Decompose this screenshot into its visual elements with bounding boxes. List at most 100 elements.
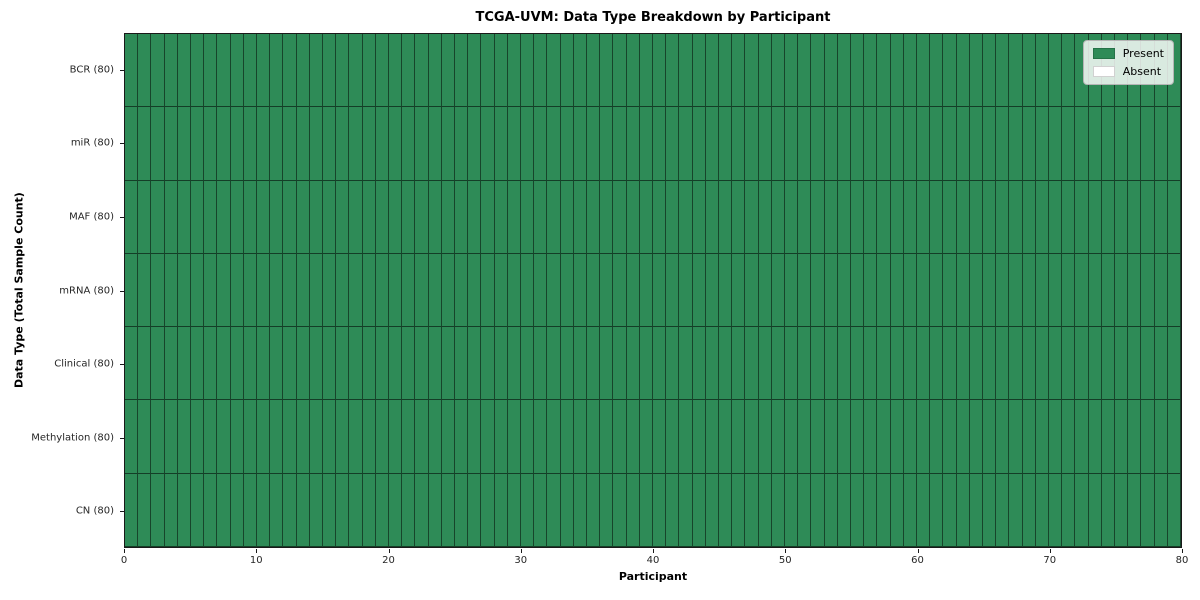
heatmap-cell-present — [454, 327, 469, 401]
heatmap-cell-present — [1022, 253, 1036, 328]
heatmap-cell-present — [613, 327, 627, 401]
heatmap-cell-present — [639, 180, 653, 254]
y-axis-ticks: BCR (80) miR (80) MAF (80) mRNA (80) Clinica… — [0, 33, 124, 548]
heatmap-cell-present — [468, 180, 482, 254]
heatmap-cell-present — [309, 34, 323, 108]
heatmap-cell-present — [230, 473, 244, 547]
heatmap-cell-present — [1075, 180, 1089, 254]
heatmap-cell-present — [613, 253, 627, 328]
heatmap-cell-present — [349, 400, 363, 474]
x-tick-label: 0 — [120, 555, 128, 566]
heatmap-cell-present — [1035, 400, 1049, 474]
heatmap-cell-present — [692, 253, 706, 328]
heatmap-cell-present — [652, 327, 667, 401]
heatmap-cell-present — [1048, 34, 1063, 108]
heatmap-cell-present — [996, 253, 1010, 328]
heatmap-cell-present — [560, 473, 574, 547]
heatmap-cell-present — [362, 327, 376, 401]
heatmap-cell-present — [1088, 107, 1102, 181]
heatmap-cell-present — [534, 253, 548, 328]
heatmap-cell-present — [877, 34, 891, 108]
heatmap-cell-present — [1022, 473, 1036, 547]
heatmap-cell-present — [930, 327, 944, 401]
heatmap-cell-present — [1101, 107, 1115, 181]
heatmap-cell-present — [1009, 473, 1023, 547]
heatmap-cell-present — [243, 400, 257, 474]
heatmap-cell-present — [204, 180, 218, 254]
heatmap-cell-present — [745, 253, 759, 328]
heatmap-cell-present — [930, 400, 944, 474]
y-tick-label: CN (80) — [75, 505, 114, 517]
heatmap-cell-present — [600, 107, 614, 181]
heatmap-cell-present — [402, 34, 416, 108]
heatmap-cell-present — [507, 327, 521, 401]
x-tick-label: 30 — [514, 555, 528, 566]
legend: Present Absent — [1082, 40, 1174, 85]
heatmap-cell-present — [204, 107, 218, 181]
heatmap-cell-present — [336, 107, 350, 181]
heatmap-cell-present — [824, 473, 838, 547]
heatmap-cell-present — [230, 400, 244, 474]
heatmap-cell-present — [138, 253, 152, 328]
heatmap-cell-present — [190, 34, 205, 108]
heatmap-cell-present — [1114, 473, 1129, 547]
heatmap-cell-present — [164, 180, 178, 254]
heatmap-cell-present — [679, 107, 693, 181]
heatmap-cell-present — [296, 34, 310, 108]
heatmap-cell-present — [468, 34, 482, 108]
heatmap-cell-present — [1167, 400, 1181, 474]
heatmap-cell-present — [824, 34, 838, 108]
heatmap-cell-present — [217, 34, 231, 108]
heatmap-cell-present — [1154, 327, 1168, 401]
heatmap-cell-present — [1009, 107, 1023, 181]
heatmap-cell-present — [586, 473, 601, 547]
chart-title: TCGA-UVM: Data Type Breakdown by Partici… — [475, 10, 831, 25]
heatmap-cell-present — [375, 107, 389, 181]
heatmap-cell-present — [1101, 473, 1115, 547]
heatmap-cell-present — [639, 107, 653, 181]
heatmap-cell-present — [349, 34, 363, 108]
heatmap-cell-present — [1009, 253, 1023, 328]
x-axis-label: Participant — [618, 570, 688, 583]
legend-swatch-absent — [1092, 66, 1115, 77]
heatmap-cell-present — [982, 473, 997, 547]
heatmap-cell-present — [520, 253, 535, 328]
x-tick-label: 40 — [646, 555, 660, 566]
heatmap-cell-present — [613, 180, 627, 254]
heatmap-cell-present — [190, 473, 205, 547]
heatmap-cell-present — [217, 107, 231, 181]
heatmap-cell-present — [1088, 180, 1102, 254]
y-tick-label: Clinical (80) — [54, 358, 114, 370]
heatmap-cell-present — [322, 400, 337, 474]
heatmap-cell-present — [547, 327, 561, 401]
x-axis-ticks: 0 10 20 30 40 50 60 70 80 — [120, 549, 1188, 571]
heatmap-cell-present — [930, 473, 944, 547]
heatmap-cell-present — [626, 473, 640, 547]
heatmap-cell-present — [626, 400, 640, 474]
x-tick-mark — [653, 549, 654, 553]
heatmap-cell-present — [613, 473, 627, 547]
heatmap-cell-present — [626, 327, 640, 401]
heatmap-cell-present — [586, 180, 601, 254]
heatmap-cell-present — [1048, 473, 1063, 547]
heatmap-cell-present — [1048, 327, 1063, 401]
heatmap-cell-present — [468, 253, 482, 328]
heatmap-cell-present — [1048, 400, 1063, 474]
heatmap-cell-present — [1114, 253, 1129, 328]
heatmap-cell-present — [864, 400, 878, 474]
heatmap-cell-present — [204, 34, 218, 108]
heatmap-cell-present — [943, 327, 957, 401]
heatmap-cell-present — [1035, 253, 1049, 328]
heatmap-cell-present — [256, 107, 271, 181]
heatmap-cell-present — [151, 253, 165, 328]
heatmap-cell-present — [969, 180, 983, 254]
heatmap-cell-present — [877, 180, 891, 254]
heatmap-cell-present — [309, 473, 323, 547]
heatmap-cell-present — [745, 473, 759, 547]
heatmap-cell-present — [1088, 400, 1102, 474]
heatmap-cell-present — [256, 400, 271, 474]
heatmap-cell-present — [1154, 107, 1168, 181]
heatmap-cell-present — [732, 253, 746, 328]
heatmap-cell-present — [982, 180, 997, 254]
